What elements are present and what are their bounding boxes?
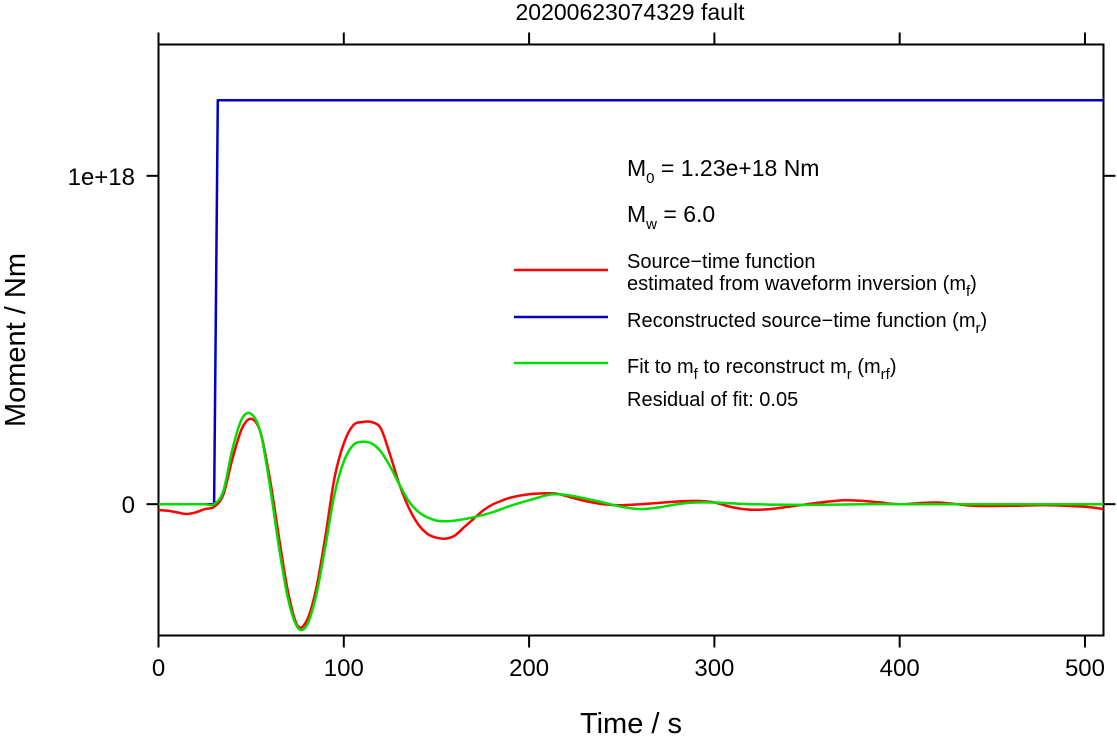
y-axis-title: Moment / Nm xyxy=(0,253,32,427)
residual-label: Residual of fit: 0.05 xyxy=(627,389,798,411)
chart-title: 20200623074329 fault xyxy=(516,0,746,25)
x-axis-title: Time / s xyxy=(580,708,682,736)
legend-label-mf: estimated from waveform inversion (mf) xyxy=(627,273,977,300)
x-tick-label: 0 xyxy=(152,655,165,682)
moment-magnitude-label: Mw = 6.0 xyxy=(627,201,715,233)
series-line-mf xyxy=(158,417,1104,629)
legend-label-mr: Reconstructed source−time function (mr) xyxy=(627,310,987,337)
y-tick-label: 1e+18 xyxy=(68,164,135,191)
seismic-moment-label: M0 = 1.23e+18 Nm xyxy=(627,155,819,187)
x-tick-label: 500 xyxy=(1065,655,1105,682)
y-axis: 0 1e+18 xyxy=(68,164,1116,519)
series-line-mrf xyxy=(158,411,1104,632)
legend-label-mf: Source−time function xyxy=(627,251,815,273)
legend-label-mrf: Fit to mf to reconstruct mr (mrf) xyxy=(627,356,897,383)
x-tick-label: 300 xyxy=(694,655,734,682)
x-tick-label: 200 xyxy=(509,655,549,682)
annotations: M0 = 1.23e+18 Nm Mw = 6.0 xyxy=(627,155,819,233)
x-tick-label: 100 xyxy=(324,655,364,682)
x-axis: 0 100 200 300 400 500 xyxy=(152,32,1105,682)
plot-lines xyxy=(158,99,1104,632)
plot-frame xyxy=(157,43,1105,637)
x-tick-label: 400 xyxy=(880,655,920,682)
y-tick-label: 0 xyxy=(122,492,135,519)
